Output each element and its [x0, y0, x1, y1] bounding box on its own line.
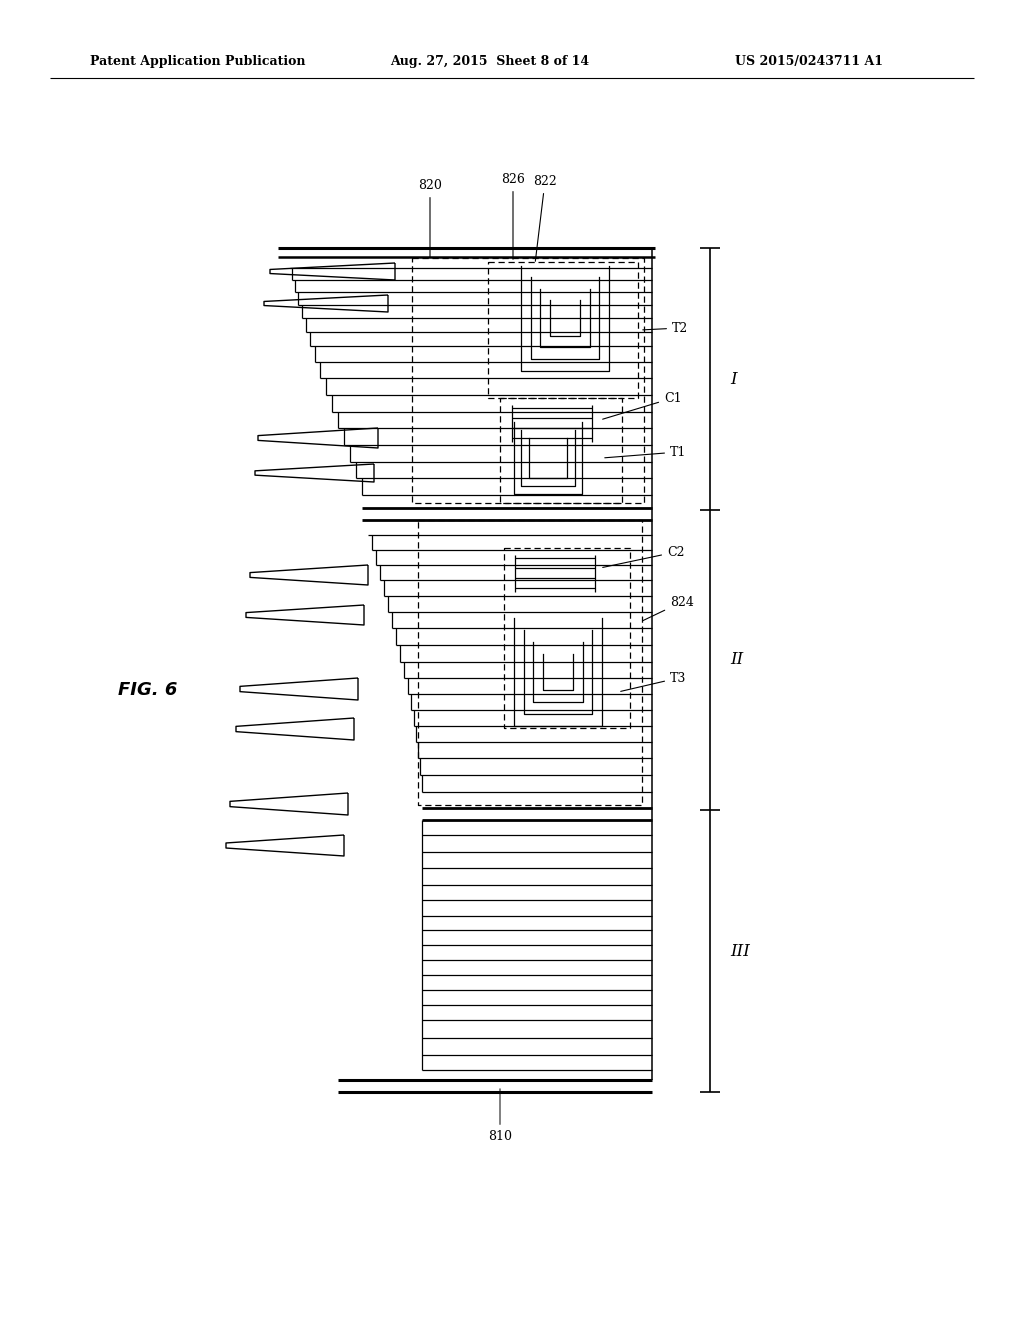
Text: 820: 820	[418, 180, 442, 257]
Text: 810: 810	[488, 1089, 512, 1143]
Text: Aug. 27, 2015  Sheet 8 of 14: Aug. 27, 2015 Sheet 8 of 14	[390, 55, 589, 69]
Text: US 2015/0243711 A1: US 2015/0243711 A1	[735, 55, 883, 69]
Text: Patent Application Publication: Patent Application Publication	[90, 55, 305, 69]
Text: I: I	[730, 371, 736, 388]
Text: T3: T3	[621, 672, 686, 692]
Text: 822: 822	[534, 176, 557, 261]
Text: 824: 824	[642, 595, 694, 620]
Text: C2: C2	[603, 545, 684, 568]
Text: FIG. 6: FIG. 6	[119, 681, 178, 700]
Text: T1: T1	[605, 446, 686, 458]
Text: III: III	[730, 942, 750, 960]
Text: C1: C1	[603, 392, 682, 420]
Text: 826: 826	[501, 173, 525, 259]
Text: II: II	[730, 652, 743, 668]
Text: T2: T2	[643, 322, 688, 334]
